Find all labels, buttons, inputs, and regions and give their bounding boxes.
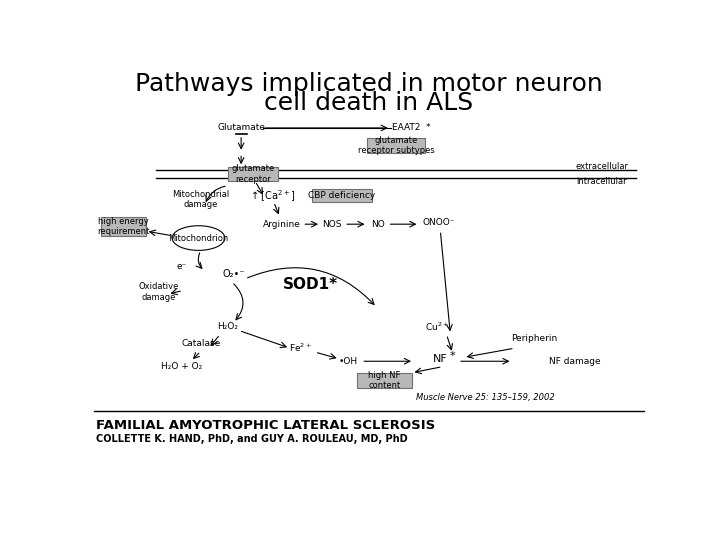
Text: ONOO⁻: ONOO⁻ xyxy=(423,218,455,227)
Text: Fe$^{2+}$: Fe$^{2+}$ xyxy=(289,342,312,354)
Text: SOD1*: SOD1* xyxy=(283,276,338,292)
Text: Catalase: Catalase xyxy=(181,339,220,348)
Text: $\uparrow$[Ca$^{2+}$]: $\uparrow$[Ca$^{2+}$] xyxy=(249,188,295,204)
Text: intracellular: intracellular xyxy=(576,177,627,186)
Text: Arginine: Arginine xyxy=(264,220,301,229)
Text: Pathways implicated in motor neuron: Pathways implicated in motor neuron xyxy=(135,72,603,97)
Text: H₂O + O₂: H₂O + O₂ xyxy=(161,362,202,371)
Text: Mitochondrion: Mitochondrion xyxy=(168,233,229,242)
Text: Glutamate: Glutamate xyxy=(217,124,265,132)
FancyBboxPatch shape xyxy=(367,138,426,153)
Text: glutamate
receptor: glutamate receptor xyxy=(231,165,274,184)
FancyBboxPatch shape xyxy=(357,373,412,388)
Text: H₂O₂: H₂O₂ xyxy=(217,322,238,331)
Text: Mitochondrial
damage: Mitochondrial damage xyxy=(172,190,230,209)
FancyBboxPatch shape xyxy=(312,189,372,202)
Text: cell death in ALS: cell death in ALS xyxy=(264,91,474,115)
Text: NF damage: NF damage xyxy=(549,357,600,366)
Text: glutamate
receptor subtypes: glutamate receptor subtypes xyxy=(358,136,434,156)
FancyBboxPatch shape xyxy=(101,217,145,236)
Text: high energy
requirement: high energy requirement xyxy=(97,217,150,236)
Text: •OH: •OH xyxy=(338,357,358,366)
Text: e⁻: e⁻ xyxy=(176,262,186,271)
Text: O₂•⁻: O₂•⁻ xyxy=(222,269,245,279)
Text: Peripherin: Peripherin xyxy=(511,334,557,343)
Text: CBP deficiency: CBP deficiency xyxy=(308,191,376,200)
Text: NF: NF xyxy=(433,354,448,364)
Text: *: * xyxy=(450,351,456,361)
Text: NOS: NOS xyxy=(322,220,341,229)
Text: EAAT2  *: EAAT2 * xyxy=(392,124,431,132)
Text: NO: NO xyxy=(372,220,385,229)
Text: FAMILIAL AMYOTROPHIC LATERAL SCLEROSIS: FAMILIAL AMYOTROPHIC LATERAL SCLEROSIS xyxy=(96,419,436,432)
Text: extracellular: extracellular xyxy=(575,162,628,171)
Text: high NF
content: high NF content xyxy=(369,371,401,390)
Text: Oxidative
damage: Oxidative damage xyxy=(138,282,179,302)
FancyBboxPatch shape xyxy=(228,167,278,181)
Text: COLLETTE K. HAND, PhD, and GUY A. ROULEAU, MD, PhD: COLLETTE K. HAND, PhD, and GUY A. ROULEA… xyxy=(96,434,408,444)
Text: Muscle Nerve 25: 135–159, 2002: Muscle Nerve 25: 135–159, 2002 xyxy=(416,393,555,402)
Text: Cu$^{2+}$: Cu$^{2+}$ xyxy=(426,320,449,333)
